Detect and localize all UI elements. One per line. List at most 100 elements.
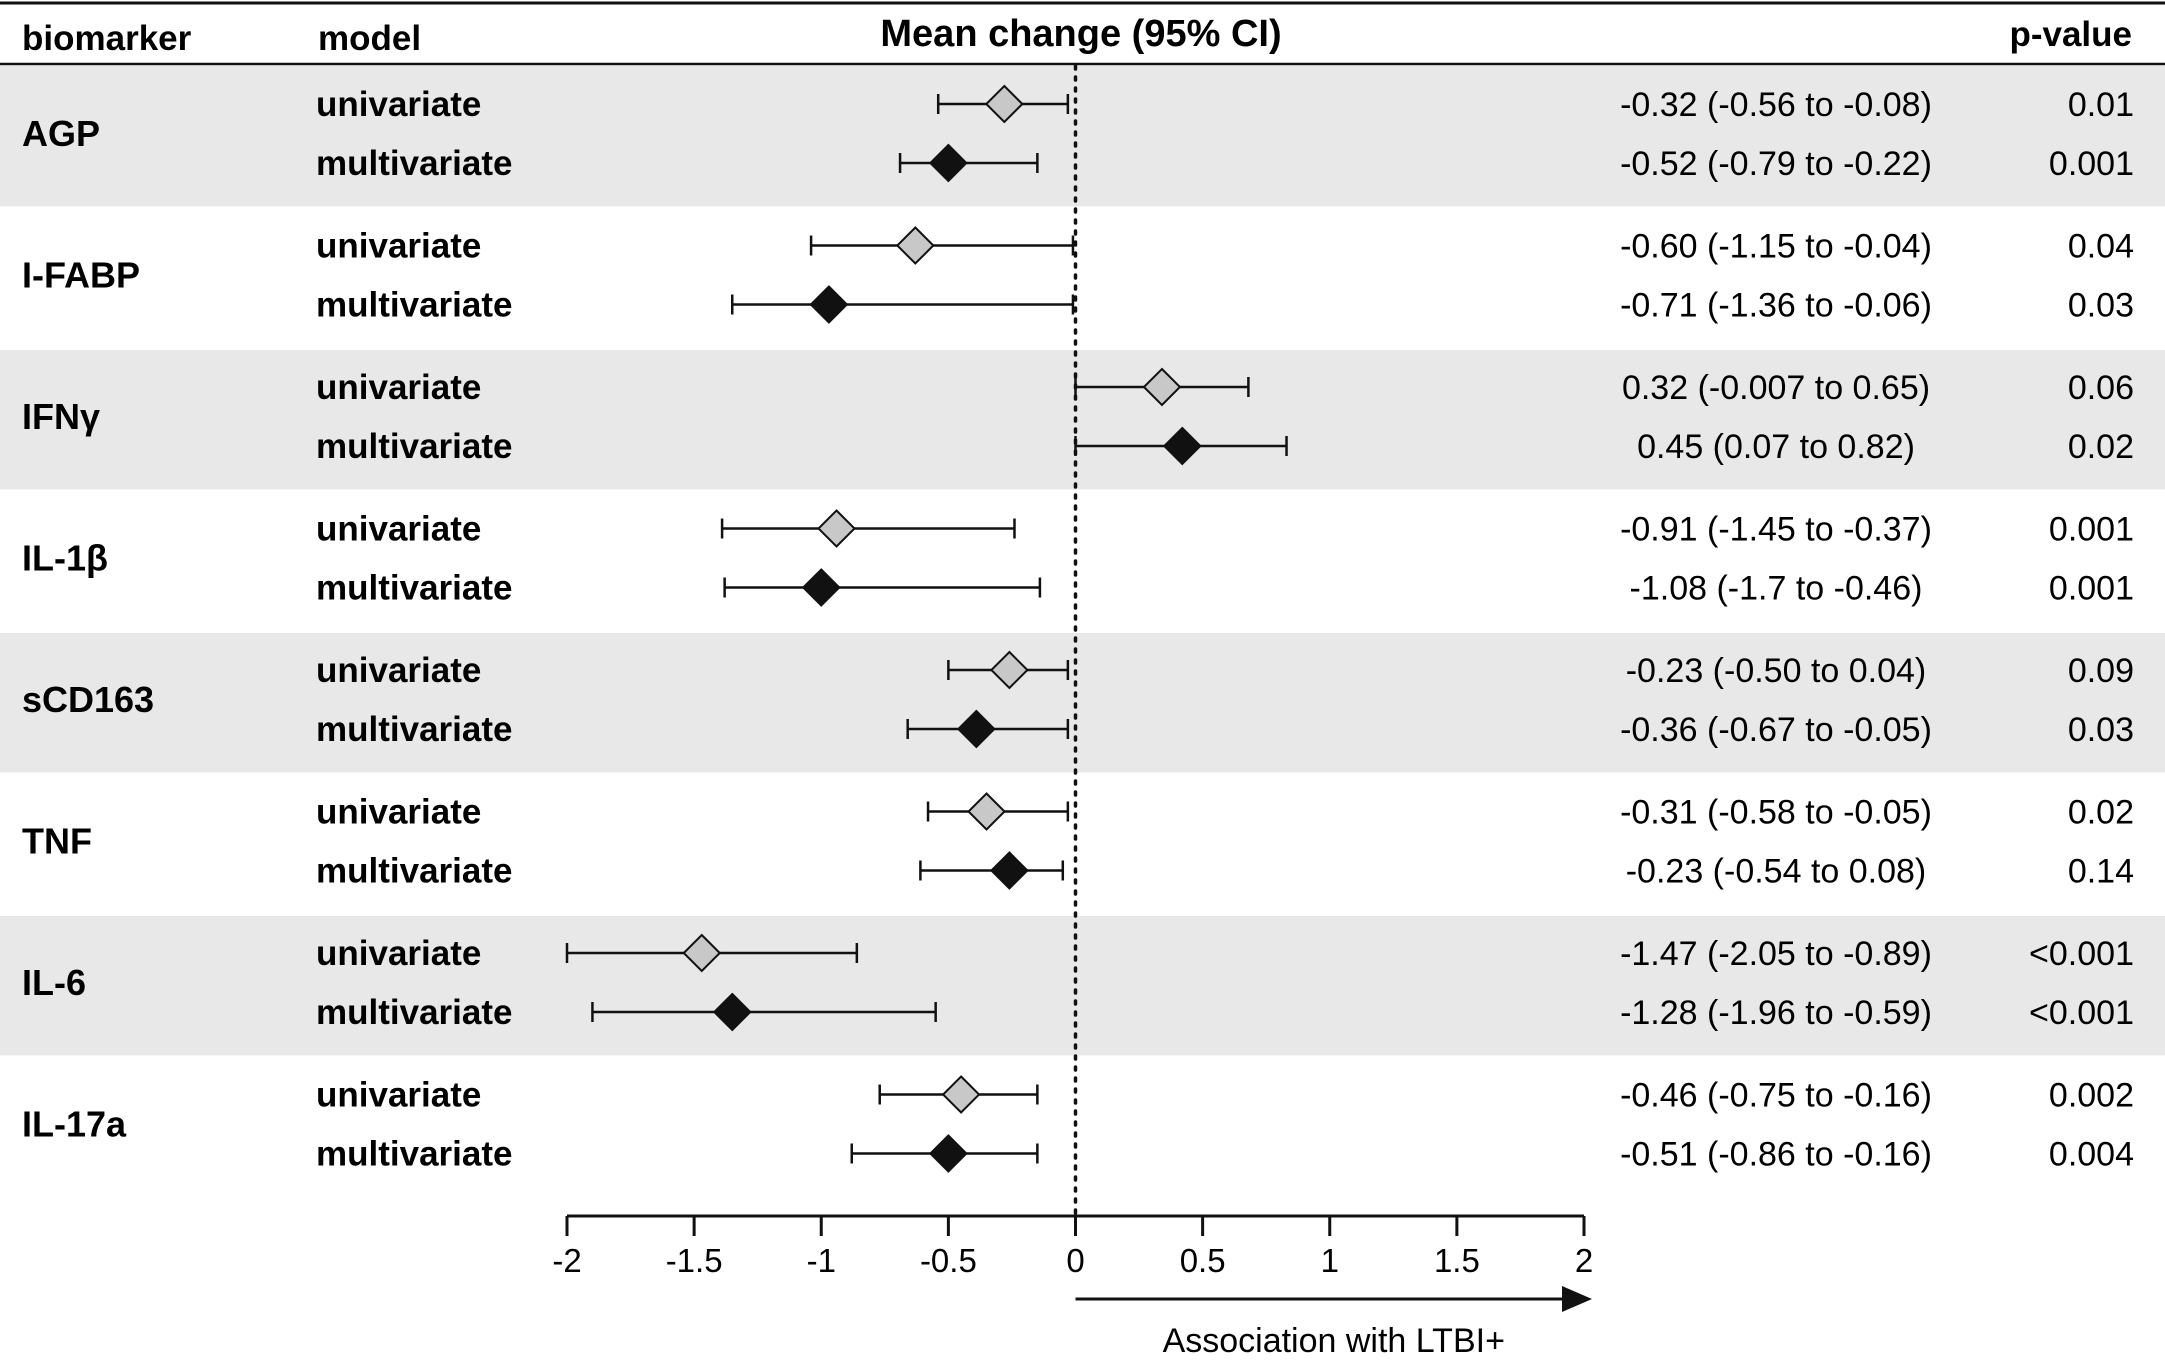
x-axis: -2 -1.5 -1 -0.5 0 0.5 1 1.5 2 [552, 1214, 1593, 1279]
model-label: multivariate [316, 569, 512, 608]
biomarker-label: AGP [22, 113, 100, 154]
p-value-text: 0.03 [2068, 287, 2134, 325]
biomarker-label: TNF [22, 821, 92, 862]
univariate-marker [989, 650, 1029, 690]
univariate-marker [895, 226, 935, 265]
model-label: univariate [316, 227, 481, 266]
ci-text: -0.91 (-1.45 to -0.37) [1620, 511, 1932, 549]
model-labels: univariate multivariate univariate multivar… [316, 85, 512, 1174]
x-tick-label: 0.5 [1180, 1242, 1226, 1279]
ci-text: 0.45 (0.07 to 0.82) [1637, 428, 1915, 466]
model-label: univariate [316, 1076, 481, 1115]
model-label: multivariate [316, 993, 512, 1032]
univariate-marker [817, 509, 856, 548]
ci-text: -0.31 (-0.58 to -0.05) [1620, 794, 1932, 832]
model-label: univariate [316, 651, 481, 690]
x-tick-label: -0.5 [920, 1242, 977, 1279]
univariate-marker [967, 792, 1006, 831]
header-model: model [318, 19, 421, 58]
row-band [0, 66, 2165, 208]
model-label: multivariate [316, 1135, 512, 1174]
model-label: univariate [316, 85, 481, 124]
p-value-text: 0.001 [2049, 145, 2134, 183]
univariate-marker [682, 933, 722, 973]
header-biomarker: biomarker [22, 19, 192, 58]
ci-text-column: -0.32 (-0.56 to -0.08) -0.52 (-0.79 to -0… [1620, 86, 1932, 1174]
multivariate-marker [712, 992, 752, 1032]
ci-text: -0.52 (-0.79 to -0.22) [1620, 145, 1932, 183]
ci-text: -0.23 (-0.54 to 0.08) [1626, 853, 1927, 891]
biomarker-label: sCD163 [22, 679, 154, 720]
x-tick-label: -1.5 [666, 1242, 723, 1279]
p-value-text: 0.03 [2068, 711, 2134, 749]
model-label: univariate [316, 793, 481, 832]
ci-text: -0.32 (-0.56 to -0.08) [1620, 86, 1932, 124]
univariate-marker [1142, 367, 1182, 407]
model-label: multivariate [316, 852, 512, 891]
ci-text: 0.32 (-0.007 to 0.65) [1622, 369, 1930, 407]
ci-text: -1.08 (-1.7 to -0.46) [1630, 570, 1923, 608]
ci-text: -1.28 (-1.96 to -0.59) [1620, 994, 1932, 1032]
biomarker-labels: AGP I-FABP IFNγ IL-1β sCD163 TNF IL-6 IL-17a [22, 113, 154, 1145]
arrow-head [1562, 1286, 1592, 1312]
multivariate-marker [801, 568, 841, 607]
row-band [0, 915, 2165, 1057]
model-label: multivariate [316, 427, 512, 466]
model-label: univariate [316, 368, 481, 407]
p-value-text: 0.06 [2068, 369, 2134, 407]
direction-arrow [1075, 1286, 1592, 1312]
model-label: univariate [316, 510, 481, 549]
p-value-text: 0.02 [2068, 428, 2134, 466]
p-value-text: 0.01 [2068, 86, 2134, 124]
p-value-text: 0.09 [2068, 652, 2134, 690]
ci-text: -0.71 (-1.36 to -0.06) [1620, 287, 1932, 325]
univariate-marker [941, 1075, 981, 1114]
x-axis-label: Association with LTBI+ [1163, 1322, 1505, 1360]
multivariate-marker [956, 709, 996, 749]
p-value-text: 0.002 [2049, 1077, 2134, 1115]
p-value-text: 0.001 [2049, 511, 2134, 549]
ci-text: -1.47 (-2.05 to -0.89) [1620, 935, 1932, 973]
multivariate-marker [989, 851, 1029, 890]
p-value-text: 0.004 [2049, 1136, 2134, 1174]
ci-text: -0.23 (-0.50 to 0.04) [1626, 652, 1927, 690]
x-tick-label: 0 [1066, 1242, 1084, 1279]
point-estimates [682, 84, 1202, 1173]
biomarker-label: IL-1β [22, 538, 108, 579]
biomarker-label: IFNγ [22, 396, 100, 437]
p-value-text: 0.14 [2068, 853, 2134, 891]
p-value-text: <0.001 [2029, 994, 2134, 1032]
biomarker-label: IL-6 [22, 962, 86, 1003]
ci-text: -0.36 (-0.67 to -0.05) [1620, 711, 1932, 749]
x-tick-label: -1 [807, 1242, 836, 1279]
p-value-column: 0.01 0.001 0.04 0.03 0.06 0.02 0.001 0.001 0.09 0… [2029, 86, 2134, 1174]
multivariate-marker [1162, 426, 1202, 466]
biomarker-label: I-FABP [22, 255, 140, 296]
model-label: multivariate [316, 710, 512, 749]
multivariate-marker [928, 143, 968, 183]
header-mean-change: Mean change (95% CI) [880, 13, 1281, 55]
multivariate-marker [928, 1134, 968, 1173]
p-value-text: 0.02 [2068, 794, 2134, 832]
x-tick-label: 1.5 [1434, 1242, 1480, 1279]
ci-text: -0.46 (-0.75 to -0.16) [1620, 1077, 1932, 1115]
row-band [0, 632, 2165, 774]
p-value-text: 0.001 [2049, 570, 2134, 608]
univariate-marker [984, 84, 1024, 124]
x-tick-label: 1 [1321, 1242, 1339, 1279]
row-bands [0, 66, 2165, 1058]
model-label: univariate [316, 934, 481, 973]
p-value-text: 0.04 [2068, 228, 2134, 266]
model-label: multivariate [316, 286, 512, 325]
ci-text: -0.60 (-1.15 to -0.04) [1620, 228, 1932, 266]
biomarker-label: IL-17a [22, 1104, 127, 1145]
row-band [0, 349, 2165, 491]
multivariate-marker [809, 285, 849, 324]
header-p-value: p-value [2009, 15, 2132, 54]
ci-text: -0.51 (-0.86 to -0.16) [1620, 1136, 1932, 1174]
x-tick-label: 2 [1575, 1242, 1593, 1279]
model-label: multivariate [316, 144, 512, 183]
confidence-intervals [565, 94, 1288, 1164]
p-value-text: <0.001 [2029, 935, 2134, 973]
